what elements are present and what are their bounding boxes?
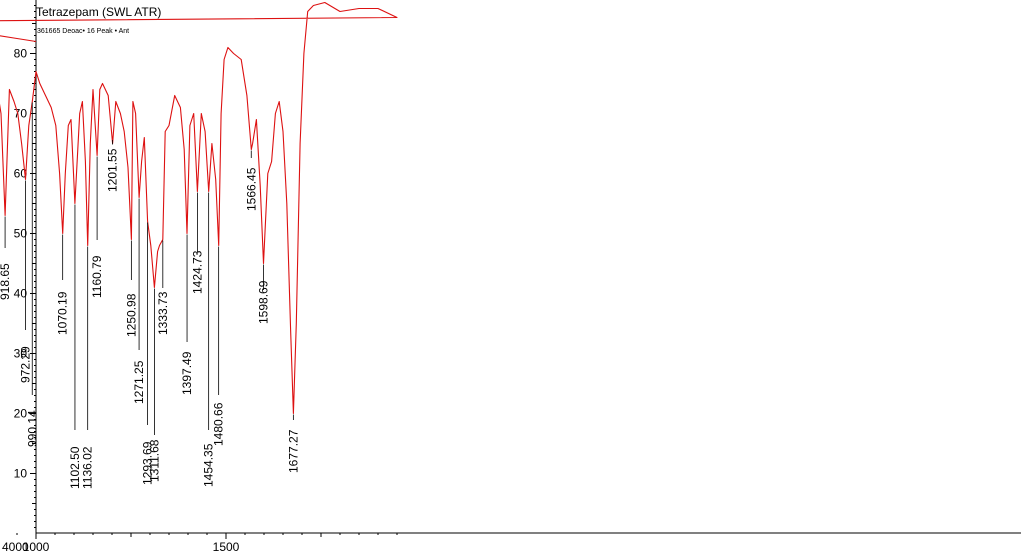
peak-label: 1136.02 (81, 446, 95, 489)
peak-label: 1160.79 (90, 255, 104, 298)
y-tick-label: 20 (14, 407, 28, 421)
peak-label: 972.29 (19, 346, 33, 383)
chart-title: Tetrazepam (SWL ATR) (36, 5, 161, 19)
peak-label: 1271.25 (132, 360, 146, 404)
spectrum-series (0, 1, 398, 415)
y-tick-label: 60 (14, 167, 28, 181)
y-tick-label: 40 (14, 287, 28, 301)
peak-label: 1598.69 (257, 280, 271, 324)
peak-label: 1424.73 (190, 250, 204, 294)
peak-leaders (4, 102, 294, 435)
peak-label: 1070.19 (56, 291, 70, 335)
y-tick-label: 10 (14, 467, 28, 481)
peak-label: 1397.49 (180, 351, 194, 395)
peak-label: 918.65 (0, 263, 12, 300)
peak-label: 1201.55 (106, 148, 120, 192)
peak-label: 1677.27 (286, 429, 300, 473)
peak-label: 1102.50 (68, 446, 82, 489)
peak-label: 1311.68 (147, 439, 161, 482)
y-tick-label: 80 (14, 47, 28, 61)
peak-label: 1454.35 (202, 443, 216, 487)
y-tick-label: 50 (14, 227, 28, 241)
x-tick-label: 1500 (213, 540, 240, 554)
peak-label: 1293.69 (141, 441, 155, 485)
chart-subtitle: 361665 Deoac• 16 Peak • Ant (37, 28, 129, 35)
peak-label: 1333.73 (156, 291, 170, 335)
x-tick-label: 1000 (23, 540, 50, 554)
peak-label: 1566.45 (244, 167, 258, 211)
peak-label: 1250.98 (124, 293, 138, 337)
peak-label: 990.14 (25, 410, 39, 447)
spectrum-line (0, 1, 398, 415)
peak-label: 1480.66 (212, 402, 226, 446)
x-tick-label: 4000 (2, 540, 29, 554)
peak-labels: 2917.652874.171677.271598.691566.451480.… (0, 148, 300, 489)
y-tick-label: 30 (14, 347, 28, 361)
peak-label: 893.05 (0, 172, 2, 209)
